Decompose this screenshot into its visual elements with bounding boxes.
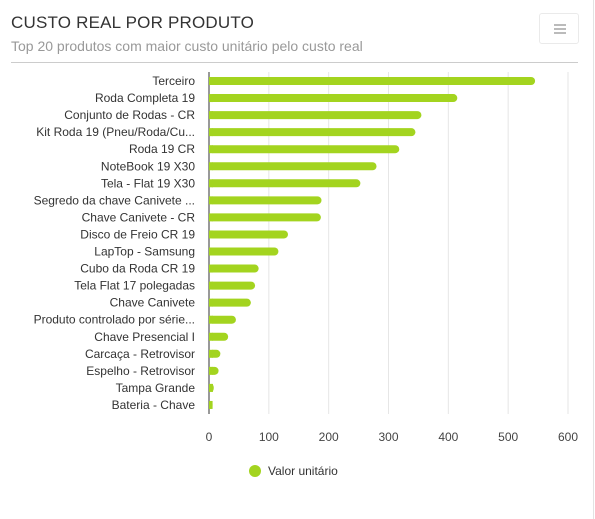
bar-base: [209, 264, 213, 273]
category-label: Segredo da chave Canivete ...: [34, 193, 195, 207]
bar[interactable]: [209, 247, 279, 256]
bar[interactable]: [209, 128, 416, 137]
bar-base: [209, 366, 213, 375]
category-label: Tampa Grande: [116, 381, 196, 395]
category-label: Chave Presencial I: [94, 330, 195, 344]
x-tick-label: 300: [378, 430, 398, 444]
hamburger-menu-icon: [554, 24, 566, 34]
bar-base: [209, 400, 213, 409]
category-label: Tela - Flat 19 X30: [101, 176, 195, 190]
bar[interactable]: [209, 213, 321, 222]
bar-base: [209, 298, 213, 307]
x-tick-label: 400: [438, 430, 458, 444]
bar-base: [209, 230, 213, 239]
bar[interactable]: [209, 264, 259, 273]
category-label: Carcaça - Retrovisor: [85, 347, 195, 361]
bar-base: [209, 179, 213, 188]
bar[interactable]: [209, 145, 400, 154]
bar[interactable]: [209, 111, 422, 120]
bar[interactable]: [209, 281, 256, 290]
bar-base: [209, 94, 213, 103]
bar-base: [209, 332, 213, 341]
bar-base: [209, 383, 213, 392]
category-label: Roda 19 CR: [129, 142, 195, 156]
category-label: Bateria - Chave: [112, 398, 196, 412]
category-label: LapTop - Samsung: [94, 245, 195, 259]
bar[interactable]: [209, 298, 251, 307]
bar-base: [209, 315, 213, 324]
bar-base: [209, 145, 213, 154]
x-tick-label: 200: [319, 430, 339, 444]
bar-base: [209, 213, 213, 222]
legend-marker: [249, 465, 261, 477]
bar-base: [209, 128, 213, 137]
category-label: Produto controlado por série...: [34, 313, 195, 327]
bar-base: [209, 247, 213, 256]
category-label: Chave Canivete: [110, 296, 196, 310]
category-label: Conjunto de Rodas - CR: [64, 108, 195, 122]
category-label: Roda Completa 19: [95, 91, 195, 105]
x-tick-label: 500: [498, 430, 518, 444]
bar-base: [209, 77, 213, 85]
bar[interactable]: [209, 332, 229, 341]
chart-subtitle: Top 20 produtos com maior custo unitário…: [11, 38, 363, 54]
legend[interactable]: Valor unitário: [249, 462, 338, 480]
chart-title: CUSTO REAL POR PRODUTO: [11, 13, 255, 32]
x-tick-label: 0: [206, 430, 213, 444]
legend-label: Valor unitário: [268, 464, 338, 478]
x-tick-label: 600: [558, 430, 578, 444]
bar-base: [209, 162, 213, 171]
bar-base: [209, 281, 213, 290]
bar[interactable]: [209, 162, 377, 171]
category-label: Cubo da Roda CR 19: [80, 262, 195, 276]
category-label: Chave Canivete - CR: [82, 210, 196, 224]
bar[interactable]: [209, 196, 322, 205]
category-label: Espelho - Retrovisor: [86, 364, 195, 378]
bar[interactable]: [209, 315, 236, 324]
bar-base: [209, 196, 213, 205]
category-label: Kit Roda 19 (Pneu/Roda/Cu...: [36, 125, 195, 139]
category-label: NoteBook 19 X30: [101, 159, 195, 173]
category-label: Terceiro: [152, 74, 195, 88]
x-tick-label: 100: [259, 430, 279, 444]
bar[interactable]: [209, 94, 458, 103]
bar[interactable]: [209, 77, 536, 85]
category-label: Tela Flat 17 polegadas: [74, 279, 195, 293]
header-divider: [11, 62, 578, 63]
chart-menu-button[interactable]: [539, 13, 579, 44]
bar[interactable]: [209, 230, 288, 239]
bar-base: [209, 111, 213, 120]
category-label: Disco de Freio CR 19: [80, 227, 195, 241]
bar[interactable]: [209, 179, 361, 188]
bar-base: [209, 349, 213, 358]
